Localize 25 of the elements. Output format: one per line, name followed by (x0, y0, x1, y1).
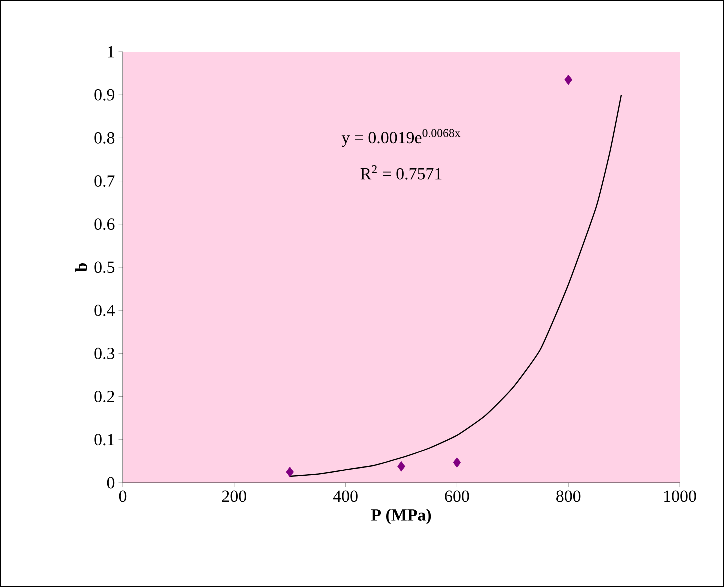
y-tick-label: 0.6 (94, 218, 115, 230)
y-tick-label: 0.2 (94, 391, 114, 403)
y-axis-title: b (75, 263, 88, 272)
annotation: R$^{2}$ = 0.7571 (360, 165, 442, 180)
x-tick-label: 0 (119, 490, 127, 502)
point (564, 74, 573, 86)
y-tick-label: 0.3 (94, 348, 115, 360)
y-tick-label: 0 (107, 477, 115, 489)
x-axis-title: P (MPa) (371, 509, 432, 524)
x-tick-label: 200 (222, 490, 246, 502)
y-tick-label: 0.5 (94, 262, 115, 274)
y-tick-label: 0.1 (94, 434, 114, 446)
y-tick-label: 0.4 (94, 304, 115, 316)
x-tick-label: 600 (445, 490, 470, 502)
annotation: y = 0.0019e$^{0.0068x}$ (342, 129, 461, 148)
y-tick-label: 0.8 (94, 132, 115, 144)
y-tick-label: 0.9 (94, 89, 115, 101)
x-tick-label: 800 (556, 490, 581, 502)
point (453, 458, 462, 468)
x-tick-label: 1000 (664, 490, 696, 502)
y-tick-label: 1 (108, 46, 114, 58)
point (286, 467, 294, 478)
point (398, 461, 406, 472)
x-tick-label: 400 (333, 490, 358, 502)
y-tick-label: 0.7 (94, 176, 115, 188)
